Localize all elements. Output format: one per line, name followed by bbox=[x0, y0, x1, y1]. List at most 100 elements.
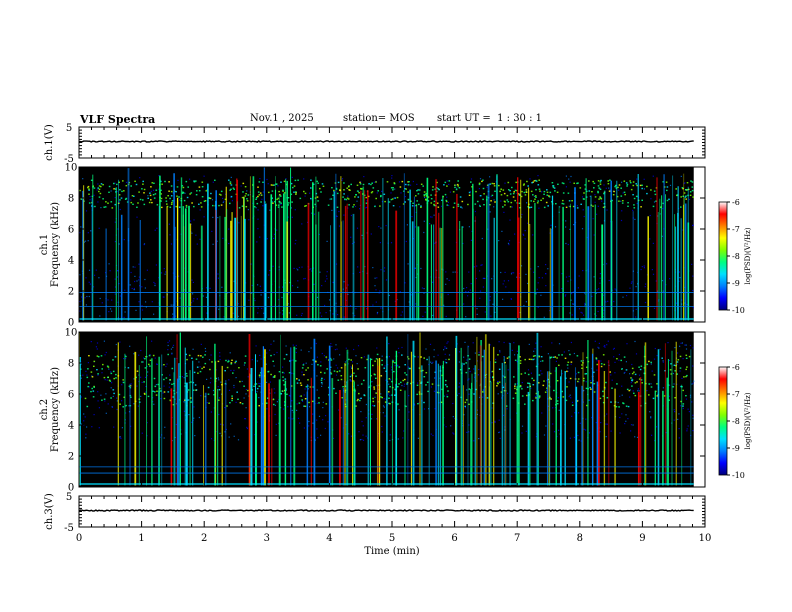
s1-emission-speck bbox=[119, 189, 121, 191]
s1-emission-speck bbox=[156, 204, 159, 206]
s1-emission-speck bbox=[343, 193, 345, 195]
s1-noise-speck bbox=[338, 210, 340, 213]
s1-emission-speck bbox=[474, 203, 477, 205]
s1-noise-speck bbox=[692, 224, 694, 227]
s2-emission-speck bbox=[514, 359, 517, 361]
s1-noise-speck bbox=[482, 277, 484, 279]
s1-noise-speck bbox=[469, 190, 471, 193]
s1-emission-speck bbox=[394, 197, 396, 199]
s2-emission-speck bbox=[270, 373, 272, 376]
s2-emission-speck bbox=[405, 374, 408, 376]
s1-noise-speck bbox=[114, 221, 116, 223]
s2-noise-speck bbox=[333, 358, 335, 360]
s1-emission-speck bbox=[415, 195, 417, 197]
s1-colorbar-label: log(PSD)(V²/Hz) bbox=[744, 227, 752, 284]
s2-emission-speck bbox=[500, 391, 503, 393]
s1-emission-speck bbox=[685, 198, 687, 200]
s2-noise-speck bbox=[538, 355, 540, 357]
s2-emission-speck bbox=[589, 386, 591, 389]
s1-noise-speck bbox=[481, 237, 483, 240]
s2-noise-speck bbox=[388, 356, 390, 358]
s2-noise-speck bbox=[499, 437, 501, 439]
s2-noise-speck bbox=[407, 366, 409, 368]
s2-emission-speck bbox=[504, 361, 506, 364]
s1-emission-speck bbox=[618, 184, 621, 186]
s1-noise-speck bbox=[136, 280, 138, 282]
s1-noise-speck bbox=[160, 272, 163, 274]
s2-emission-speck bbox=[502, 386, 505, 388]
s2-noise-speck bbox=[256, 391, 258, 393]
s1-emission-speck bbox=[444, 181, 447, 184]
s1-emission-speck bbox=[348, 189, 350, 191]
s2-emission-speck bbox=[301, 367, 304, 369]
s2-noise-speck bbox=[430, 386, 432, 388]
s2-noise-speck bbox=[665, 432, 667, 434]
s2-noise-speck bbox=[433, 349, 435, 351]
s1-noise-speck bbox=[533, 195, 536, 197]
s2-noise-speck bbox=[263, 350, 265, 352]
s2-noise-speck bbox=[678, 428, 680, 430]
s1-noise-speck bbox=[432, 314, 434, 317]
s2-noise-speck bbox=[374, 396, 376, 398]
s1-emission-speck bbox=[430, 202, 433, 204]
s1-emission-speck bbox=[407, 184, 410, 186]
s1-noise-speck bbox=[237, 315, 239, 317]
s2-noise-speck bbox=[180, 433, 182, 435]
s2-emission-speck bbox=[356, 399, 359, 402]
s2-emission-speck bbox=[345, 405, 347, 408]
s1-noise-speck bbox=[117, 228, 119, 230]
s1-emission-speck bbox=[233, 188, 235, 190]
s1-emission-speck bbox=[103, 206, 105, 208]
s2-noise-speck bbox=[172, 346, 174, 348]
s1-emission-speck bbox=[335, 187, 338, 190]
s1-emission-speck bbox=[423, 195, 426, 197]
s1-emission-speck bbox=[655, 200, 657, 202]
s1-emission-speck bbox=[506, 199, 509, 201]
s2-emission-speck bbox=[87, 368, 89, 370]
s1-emission-speck bbox=[80, 198, 83, 200]
s1-noise-speck bbox=[456, 187, 458, 189]
s1-noise-speck bbox=[169, 234, 171, 236]
s2-noise-speck bbox=[417, 437, 419, 439]
s1-noise-speck bbox=[380, 227, 382, 229]
s1-emission-speck bbox=[530, 200, 532, 202]
s1-noise-speck bbox=[480, 264, 482, 266]
s1-emission-speck bbox=[276, 198, 278, 201]
s2-emission-speck bbox=[407, 358, 410, 360]
s2-noise-speck bbox=[138, 354, 140, 356]
s2-emission-speck bbox=[680, 400, 682, 403]
s1-emission-speck bbox=[402, 203, 405, 205]
s1-noise-speck bbox=[447, 201, 449, 203]
s1-noise-speck bbox=[189, 178, 191, 180]
s2-emission-speck bbox=[340, 378, 343, 381]
s2-noise-speck bbox=[414, 404, 416, 406]
s2-noise-speck bbox=[362, 434, 364, 436]
s1-noise-speck bbox=[644, 286, 646, 288]
s2-noise-speck bbox=[685, 348, 688, 350]
s1-noise-speck bbox=[82, 178, 84, 180]
s1-noise-speck bbox=[470, 239, 472, 241]
s2-emission-speck bbox=[685, 395, 687, 397]
s1-emission-speck bbox=[511, 186, 513, 189]
s1-emission-speck bbox=[399, 186, 402, 188]
s2-emission-speck bbox=[217, 360, 220, 363]
s2-emission-speck bbox=[224, 370, 226, 372]
s2-emission-speck bbox=[231, 397, 233, 400]
s1-emission-speck bbox=[562, 203, 565, 205]
s2-emission-speck bbox=[625, 405, 628, 407]
s2-noise-speck bbox=[508, 342, 510, 344]
s2-noise-speck bbox=[673, 409, 675, 411]
s1-emission-speck bbox=[543, 206, 546, 209]
s2-emission-speck bbox=[616, 383, 618, 385]
s2-emission-speck bbox=[656, 395, 659, 397]
s2-emission-speck bbox=[634, 382, 637, 384]
s1-noise-speck bbox=[655, 280, 657, 282]
s1-emission-speck bbox=[437, 206, 440, 208]
s1-emission-speck bbox=[100, 183, 103, 185]
s1-emission-speck bbox=[154, 193, 157, 195]
s2-noise-speck bbox=[222, 424, 224, 426]
s1-noise-speck bbox=[494, 291, 497, 293]
s1-emission-speck bbox=[347, 198, 350, 200]
s1-emission-speck bbox=[430, 194, 432, 196]
s2-noise-speck bbox=[546, 389, 548, 391]
